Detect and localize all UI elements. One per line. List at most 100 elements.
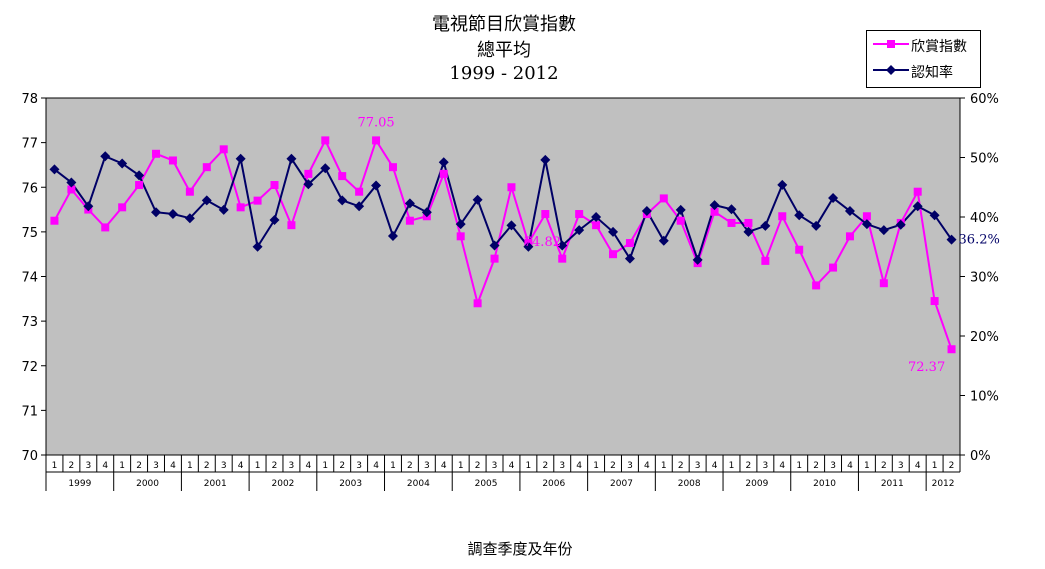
quarter-label: 3 [289,461,295,471]
quarter-label: 4 [644,461,650,471]
series-line-appreciation [53,138,953,350]
quarter-label: 2 [746,461,752,471]
quarter-label: 3 [492,461,498,471]
appreciation-point [592,221,601,230]
quarter-label: 1 [390,461,396,471]
awareness-point [811,220,822,231]
y-left-tick-label: 71 [21,404,38,419]
awareness-point [624,253,635,264]
legend-item-awareness: 認知率 [867,61,980,81]
y-right-tick-label: 50% [970,152,999,167]
quarter-label: 4 [305,461,311,471]
appreciation-point [388,163,397,172]
appreciation-point [930,297,939,306]
quarter-label: 2 [69,461,75,471]
awareness-point [692,254,703,265]
quarter-label: 1 [796,461,802,471]
awareness-point [201,195,212,206]
appreciation-point [202,163,211,172]
appreciation-point [439,169,448,178]
quarter-label: 2 [339,461,345,471]
quarter-label: 4 [441,461,447,471]
awareness-point [828,192,839,203]
awareness-point [387,231,398,242]
awareness-point [540,154,551,165]
appreciation-point [879,279,888,288]
appreciation-point [947,345,956,354]
quarter-label: 1 [322,461,328,471]
awareness-point [574,225,585,236]
appreciation-point [507,183,516,192]
appreciation-point [676,216,685,225]
awareness-point [709,200,720,211]
legend-label-awareness: 認知率 [911,65,953,81]
y-left-tick-label: 72 [21,360,38,375]
quarter-label: 2 [610,461,616,471]
quarter-label: 3 [830,461,836,471]
awareness-point [726,204,737,215]
chart-title: 電視節目欣賞指數 [432,14,576,35]
quarter-label: 1 [864,461,870,471]
appreciation-point [761,256,770,265]
quarter-label: 1 [119,461,125,471]
quarter-label: 4 [779,461,785,471]
awareness-point [523,241,534,252]
appreciation-point [152,149,161,158]
awareness-point [438,157,449,168]
y-left-tick-label: 74 [21,271,38,286]
awareness-point [675,204,686,215]
awareness-point [844,206,855,217]
awareness-point [658,235,669,246]
quarter-label: 4 [373,461,379,471]
quarter-label: 3 [762,461,768,471]
year-label: 2009 [745,479,768,489]
quarter-label: 3 [695,461,701,471]
quarter-label: 4 [847,461,853,471]
appreciation-point [456,232,465,241]
quarter-label: 4 [712,461,718,471]
awareness-point [608,226,619,237]
quarter-label: 2 [881,461,887,471]
appreciation-point [67,185,76,194]
quarter-label: 4 [915,461,921,471]
data-label: 72.37 [908,360,945,375]
year-label: 2012 [932,479,955,489]
year-label: 2006 [542,479,565,489]
awareness-point [794,210,805,221]
quarter-label: 2 [136,461,142,471]
y-left-tick-label: 75 [21,226,38,241]
quarter-label: 3 [356,461,362,471]
awareness-point [404,198,415,209]
appreciation-point [270,181,279,190]
awareness-point [218,204,229,215]
year-label: 2003 [339,479,362,489]
appreciation-point [541,210,550,219]
awareness-point [777,179,788,190]
legend-swatch-magenta [873,40,909,48]
awareness-point [455,219,466,230]
quarter-label: 2 [949,461,955,471]
awareness-point [472,194,483,205]
appreciation-point [372,136,381,145]
y-left-tick-label: 77 [21,137,38,152]
quarter-label: 1 [593,461,599,471]
year-label: 1999 [68,479,91,489]
appreciation-point [321,136,330,145]
awareness-point [117,158,128,169]
appreciation-point [913,187,922,196]
awareness-point [506,220,517,231]
plot-area [45,97,961,456]
awareness-point [235,153,246,164]
year-label: 2004 [407,479,430,489]
appreciation-point [236,203,245,212]
appreciation-point [338,172,347,181]
appreciation-point [795,245,804,254]
appreciation-point [490,254,499,263]
y-left-tick-label: 78 [21,92,38,107]
quarter-label: 1 [255,461,261,471]
appreciation-point [812,281,821,290]
awareness-point [320,163,331,174]
quarter-label: 4 [170,461,176,471]
awareness-point [912,201,923,212]
